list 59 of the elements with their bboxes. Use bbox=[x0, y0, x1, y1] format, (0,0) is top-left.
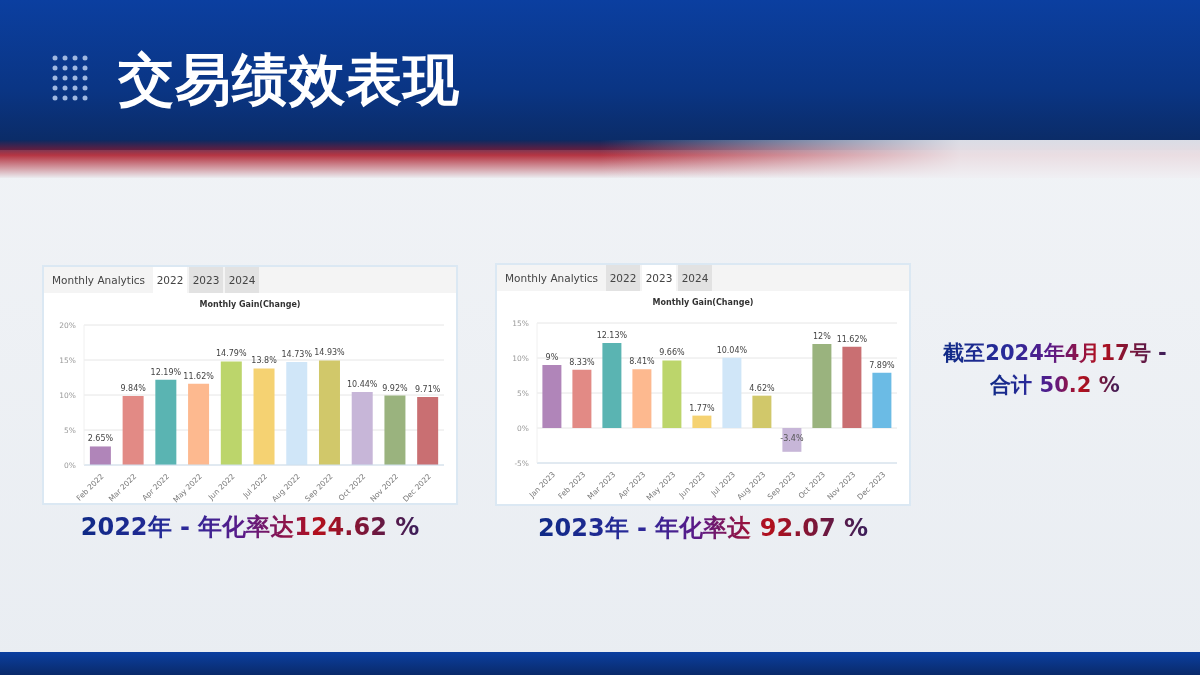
bar bbox=[812, 344, 832, 428]
data-label: 14.79% bbox=[216, 349, 247, 359]
text: 2024 bbox=[678, 265, 713, 291]
data-label: 10.44% bbox=[346, 379, 378, 389]
bar bbox=[542, 365, 562, 428]
text: Monthly Analytics bbox=[504, 271, 600, 286]
bar bbox=[417, 397, 439, 465]
data-label: 11.62% bbox=[836, 334, 868, 344]
chart-title: Monthly Gain(Change) bbox=[651, 298, 755, 307]
data-label: 9.71% bbox=[414, 385, 441, 395]
data-label: 8.41% bbox=[629, 357, 655, 367]
data-label: 4.62% bbox=[749, 383, 775, 393]
data-label: 11.62% bbox=[183, 371, 215, 381]
bar bbox=[692, 415, 712, 428]
bar bbox=[122, 396, 144, 465]
data-label: 1.77% bbox=[689, 403, 715, 413]
text: 2022 bbox=[606, 265, 641, 291]
bar bbox=[253, 368, 275, 465]
text: 交易绩效表现 bbox=[118, 46, 460, 114]
data-label: 10.04% bbox=[716, 345, 748, 355]
text: 2023 bbox=[189, 267, 224, 293]
bar bbox=[722, 357, 742, 428]
data-label: 7.89% bbox=[869, 360, 895, 370]
data-label: 12.13% bbox=[596, 331, 628, 341]
data-label: 9% bbox=[545, 353, 559, 362]
data-label: 13.8% bbox=[251, 356, 278, 366]
text: 2022 bbox=[153, 267, 188, 293]
data-label: 12.19% bbox=[150, 367, 182, 377]
bar bbox=[384, 395, 406, 465]
bar bbox=[662, 360, 682, 428]
bar bbox=[220, 361, 242, 465]
bar bbox=[155, 379, 177, 465]
data-label: 14.93% bbox=[314, 348, 346, 358]
bar bbox=[351, 391, 373, 465]
text: 2023 bbox=[642, 265, 677, 291]
chart-title: Monthly Gain(Change) bbox=[198, 300, 302, 309]
data-label: 12% bbox=[813, 332, 832, 341]
bar bbox=[752, 395, 772, 428]
bar bbox=[842, 346, 862, 428]
text: 2022年 - 年化率达124.62 % bbox=[80, 513, 420, 541]
data-label: -3.4% bbox=[780, 434, 804, 443]
bar bbox=[188, 383, 210, 465]
data-label: 9.92% bbox=[382, 383, 409, 393]
bar bbox=[632, 369, 652, 428]
bar bbox=[872, 372, 892, 428]
data-label: 14.73% bbox=[281, 349, 313, 359]
bar bbox=[602, 343, 622, 428]
text: 2024 bbox=[225, 267, 260, 293]
data-label: 9.84% bbox=[120, 384, 147, 394]
bar bbox=[318, 360, 340, 465]
text: 2023年 - 年化率达 92.07 % bbox=[537, 514, 869, 542]
text: 截至2024年4月17号 - bbox=[943, 341, 1167, 365]
text: 合计 50.2 % bbox=[990, 373, 1120, 397]
bar bbox=[572, 369, 592, 428]
bar bbox=[89, 446, 111, 465]
data-label: 2.65% bbox=[87, 434, 114, 444]
text: Monthly Analytics bbox=[51, 273, 147, 288]
data-label: 9.66% bbox=[659, 348, 685, 358]
data-label: 8.33% bbox=[569, 357, 595, 367]
